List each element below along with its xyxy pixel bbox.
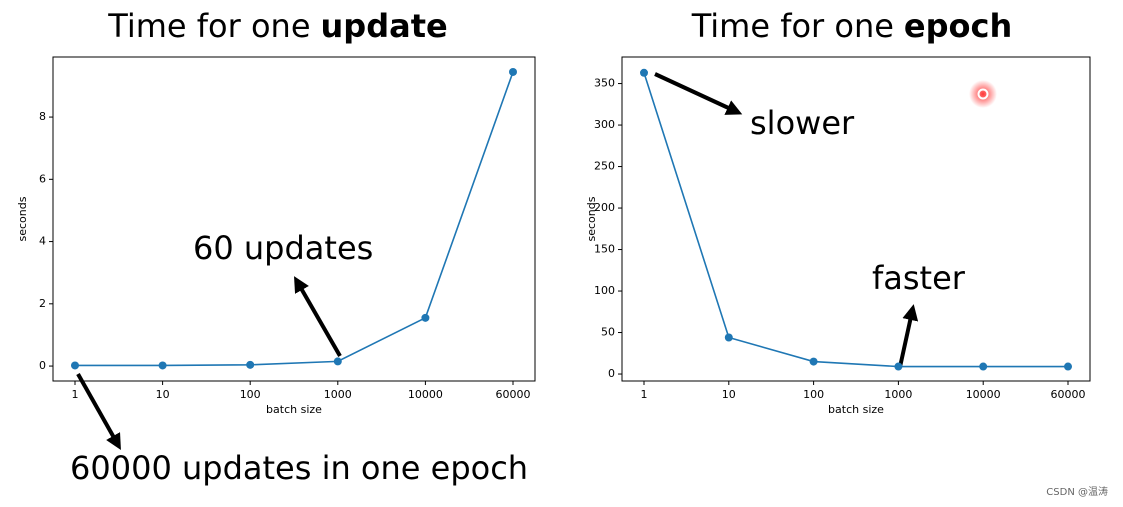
x-tick-label: 10000 <box>966 388 1001 401</box>
chart-title: Time for one epoch <box>691 7 1013 45</box>
data-point <box>640 68 648 77</box>
x-tick-label: 10 <box>722 388 736 401</box>
x-tick-label: 1 <box>641 388 648 401</box>
data-point <box>894 362 903 371</box>
plot-frame <box>621 56 1091 382</box>
annotation: 60000 updates in one epoch <box>70 449 528 487</box>
data-point <box>71 361 79 370</box>
x-tick-label: 1 <box>72 388 79 401</box>
x-tick-label: 1000 <box>884 388 912 401</box>
y-tick-label: 6 <box>39 172 46 185</box>
data-point <box>724 333 733 342</box>
y-tick-label: 0 <box>608 367 615 380</box>
y-tick-label: 350 <box>594 77 615 90</box>
arrow <box>76 373 121 450</box>
x-tick-label: 100 <box>240 388 261 401</box>
plot-frame <box>52 56 536 382</box>
x-tick-label: 100 <box>803 388 824 401</box>
x-tick-label: 60000 <box>496 388 531 401</box>
x-tick-label: 1000 <box>324 388 352 401</box>
y-tick-label: 2 <box>39 297 46 310</box>
y-axis-label: seconds <box>585 196 598 241</box>
y-tick-label: 300 <box>594 118 615 131</box>
arrow <box>654 72 743 115</box>
annotation: slower <box>750 104 855 142</box>
y-tick-label: 4 <box>39 235 46 248</box>
data-point <box>421 313 430 322</box>
x-tick-label: 10 <box>156 388 170 401</box>
cursor-highlight <box>969 80 997 108</box>
data-point <box>333 357 342 366</box>
y-tick-label: 50 <box>601 326 615 339</box>
x-tick-label: 60000 <box>1051 388 1086 401</box>
cursor-ring <box>977 88 989 100</box>
data-point <box>246 360 255 369</box>
x-axis-label: batch size <box>828 403 884 416</box>
data-line <box>643 72 1068 368</box>
x-axis-label: batch size <box>266 403 322 416</box>
annotation: faster <box>872 259 966 297</box>
data-point <box>509 67 517 76</box>
x-tick-label: 10000 <box>408 388 443 401</box>
data-point <box>158 361 167 370</box>
y-tick-label: 0 <box>39 359 46 372</box>
arrow <box>898 304 919 368</box>
annotation: 60 updates <box>193 229 373 267</box>
y-axis-label: seconds <box>16 196 29 241</box>
data-point <box>1064 362 1072 371</box>
y-tick-label: 250 <box>594 160 615 173</box>
chart-title: Time for one update <box>107 7 447 45</box>
y-tick-label: 8 <box>39 110 46 123</box>
y-tick-label: 200 <box>594 201 615 214</box>
y-tick-label: 100 <box>594 284 615 297</box>
data-point <box>979 362 988 371</box>
watermark: CSDN @温涛 <box>1046 485 1108 498</box>
y-tick-label: 150 <box>594 243 615 256</box>
arrow <box>294 276 342 357</box>
data-line <box>75 71 514 367</box>
data-point <box>809 357 818 366</box>
